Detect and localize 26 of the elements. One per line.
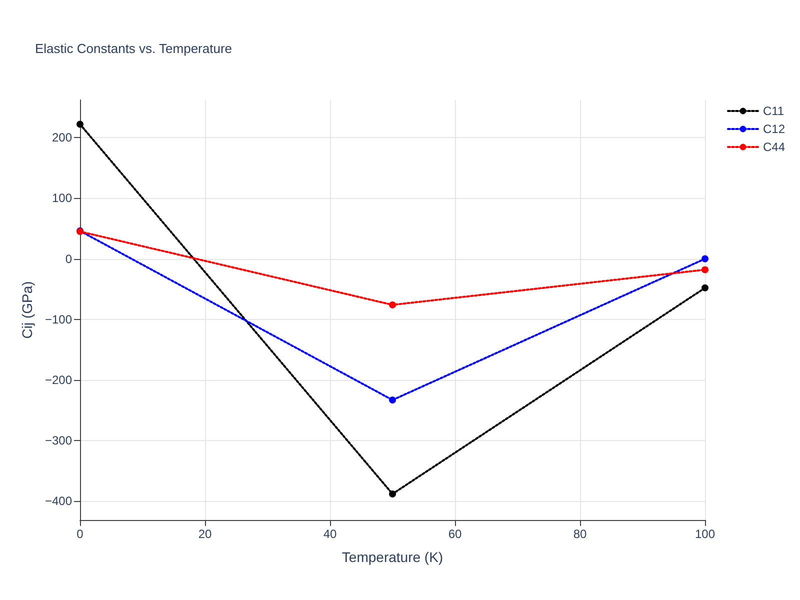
point bbox=[389, 396, 396, 404]
x-tick-label: 80 bbox=[573, 527, 587, 541]
point bbox=[702, 255, 708, 262]
x-tick-label: 100 bbox=[694, 527, 716, 541]
point bbox=[702, 266, 708, 274]
y-axis-title: Cij (GPa) bbox=[19, 281, 36, 339]
point bbox=[702, 284, 708, 292]
legend-label: C11 bbox=[762, 104, 784, 118]
y-tick-label: −200 bbox=[44, 373, 72, 387]
x-tick-label: 40 bbox=[323, 527, 337, 541]
legend-label: C12 bbox=[762, 122, 786, 136]
point bbox=[389, 490, 396, 498]
x-tick-label: 0 bbox=[76, 527, 84, 541]
y-tick-label: 200 bbox=[52, 130, 72, 145]
x-tick-label: 20 bbox=[198, 527, 212, 541]
x-axis-title: Temperature (K) bbox=[342, 549, 444, 565]
chart-title: Elastic Constants vs. Temperature bbox=[35, 41, 232, 56]
y-tick-label: 0 bbox=[65, 252, 72, 266]
point bbox=[76, 120, 84, 128]
legend-label: C44 bbox=[762, 140, 786, 154]
point bbox=[389, 301, 396, 308]
x-tick-label: 60 bbox=[448, 527, 462, 541]
y-tick-label: −100 bbox=[44, 312, 72, 326]
y-tick-label: −400 bbox=[44, 494, 72, 508]
y-tick-label: −300 bbox=[44, 434, 72, 448]
y-tick-label: 100 bbox=[52, 191, 72, 206]
